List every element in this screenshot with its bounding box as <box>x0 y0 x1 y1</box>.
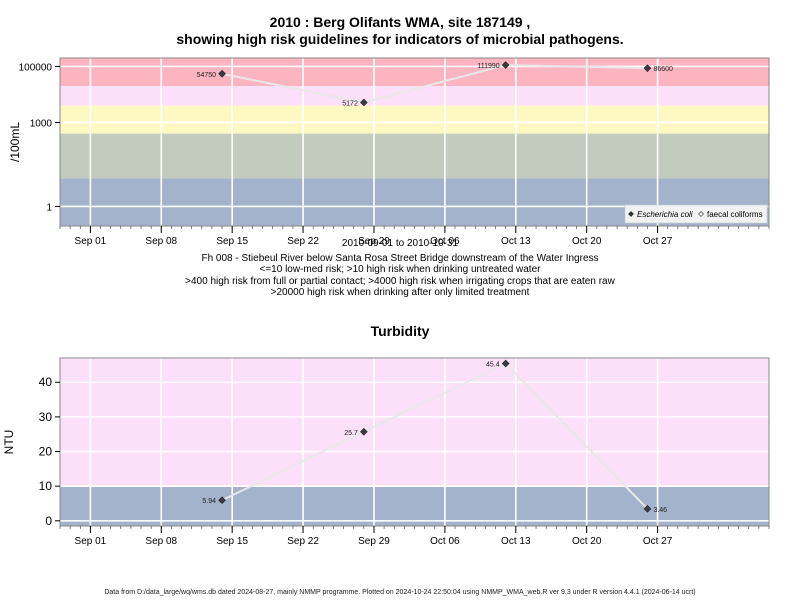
x-tick-label-4: Sep 29 <box>358 236 390 247</box>
data-point-2 <box>501 359 510 368</box>
y-axis-label: NTU <box>2 430 16 455</box>
y-tick-label-3: 30 <box>39 410 53 424</box>
chart1-caption-risk1: <=10 low-med risk; >10 high risk when dr… <box>259 264 541 275</box>
band-1 <box>60 358 769 487</box>
x-tick-label-7: Oct 20 <box>572 536 602 547</box>
chart1-caption-risk2: >400 high risk from full or partial cont… <box>185 276 615 287</box>
band-2 <box>60 105 769 134</box>
band-1 <box>60 133 769 179</box>
x-tick-label-8: Oct 27 <box>643 536 673 547</box>
band-0 <box>60 486 769 526</box>
chart1-title-line2: showing high risk guidelines for indicat… <box>176 31 624 47</box>
x-tick-label-6: Oct 13 <box>501 536 531 547</box>
chart1-xlabel: 2010-09-01 to 2010-10-31 <box>341 238 459 249</box>
y-tick-label-4: 40 <box>39 375 53 389</box>
y-tick-label-0: 0 <box>45 514 52 528</box>
x-tick-label-1: Sep 08 <box>145 536 177 547</box>
chart1-caption-site: Fh 008 - Stiebeul River below Santa Rosa… <box>201 253 599 264</box>
legend-marker-0 <box>628 211 634 217</box>
y-tick-label-0: 1 <box>46 202 52 213</box>
data-label-3: 3.46 <box>653 507 667 514</box>
data-label-2: 45.4 <box>486 362 500 369</box>
data-label-2: 111990 <box>477 63 499 70</box>
data-point-0 <box>218 496 226 505</box>
data-label-1: 25.7 <box>344 430 358 437</box>
y-tick-label-1: 10 <box>39 479 53 493</box>
chart2-title: Turbidity <box>370 323 430 339</box>
data-point-3 <box>643 504 652 513</box>
legend-box <box>624 204 768 224</box>
data-label-0: 54750 <box>197 72 217 79</box>
data-point-1 <box>360 98 368 107</box>
turbidity-chart: Sep 01 Sep 08 Sep 15 Sep 22 Sep 29 Oct 06 Oct … <box>2 357 770 547</box>
legend-marker-1 <box>698 211 704 217</box>
x-tick-label-2: Sep 15 <box>216 536 248 547</box>
y-tick-label-2: 100000 <box>19 62 53 73</box>
x-tick-label-6: Oct 13 <box>501 236 531 247</box>
data-label-3: 86600 <box>653 66 673 73</box>
legend-label-1: faecal coliforms <box>707 210 763 219</box>
data-point-3 <box>643 64 652 73</box>
x-tick-label-8: Oct 27 <box>643 236 673 247</box>
legend-label-0: Escherichia coli <box>637 210 693 219</box>
chart1-caption-risk3: >20000 high risk when drinking after onl… <box>270 287 530 298</box>
footer-note: Data from D:/data_large/wq/wms.db dated … <box>104 589 696 596</box>
x-tick-label-2: Sep 15 <box>216 236 248 247</box>
x-tick-label-0: Sep 01 <box>75 536 107 547</box>
x-tick-label-7: Oct 20 <box>572 236 602 247</box>
x-tick-label-3: Sep 22 <box>287 236 319 247</box>
band-3 <box>60 86 769 106</box>
series-line-0 <box>221 64 648 104</box>
data-point-2 <box>501 61 510 69</box>
band-4 <box>60 58 769 86</box>
x-tick-label-5: Oct 06 <box>430 236 460 247</box>
data-label-0: 5.94 <box>202 498 216 505</box>
microbial-chart: Sep 01 Sep 08 Sep 15 Sep 22 Sep 29 Oct 06 Oct … <box>8 57 770 247</box>
y-axis-label: /100mL <box>8 122 22 162</box>
y-tick-label-2: 20 <box>39 445 53 459</box>
x-tick-label-3: Sep 22 <box>287 536 319 547</box>
data-label-1: 5172 <box>342 100 358 107</box>
x-tick-label-0: Sep 01 <box>75 236 107 247</box>
chart1-title-line1: 2010 : Berg Olifants WMA, site 187149 , <box>269 14 531 30</box>
x-tick-label-4: Sep 29 <box>358 536 390 547</box>
x-tick-label-5: Oct 06 <box>430 536 460 547</box>
data-point-1 <box>360 427 368 436</box>
x-tick-label-1: Sep 08 <box>145 236 177 247</box>
series-line-0 <box>221 362 649 510</box>
data-point-0 <box>218 69 226 78</box>
y-tick-label-1: 1000 <box>30 118 53 129</box>
